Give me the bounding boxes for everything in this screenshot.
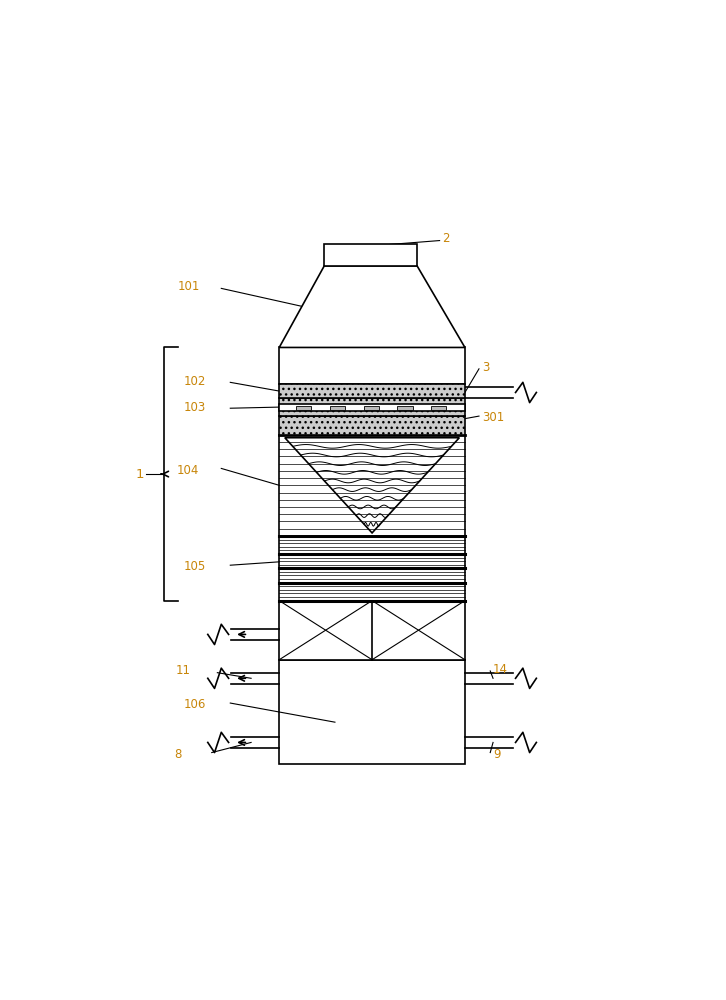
Text: 104: 104: [176, 464, 199, 477]
Polygon shape: [280, 266, 465, 347]
Text: 9: 9: [493, 748, 500, 761]
Bar: [280, 404, 465, 411]
Text: 3: 3: [482, 361, 489, 374]
Text: 2: 2: [442, 232, 450, 245]
Bar: [364, 406, 379, 410]
Bar: [280, 416, 465, 435]
Text: 102: 102: [184, 375, 206, 388]
Text: 8: 8: [174, 748, 182, 761]
Text: 103: 103: [184, 401, 206, 414]
Text: 101: 101: [178, 280, 200, 293]
Text: 105: 105: [184, 560, 206, 573]
Bar: [330, 406, 345, 410]
Bar: [397, 406, 412, 410]
Bar: [280, 601, 465, 660]
Bar: [280, 536, 465, 601]
Bar: [296, 406, 311, 410]
Bar: [325, 244, 417, 266]
Bar: [280, 384, 465, 398]
Bar: [280, 398, 465, 416]
Text: 106: 106: [184, 698, 206, 711]
Text: 11: 11: [176, 664, 191, 677]
Text: 1: 1: [136, 468, 144, 481]
Bar: [280, 660, 465, 764]
Bar: [280, 347, 465, 384]
Bar: [280, 435, 465, 536]
Text: 14: 14: [493, 663, 508, 676]
Bar: [431, 406, 446, 410]
Text: 301: 301: [482, 411, 504, 424]
